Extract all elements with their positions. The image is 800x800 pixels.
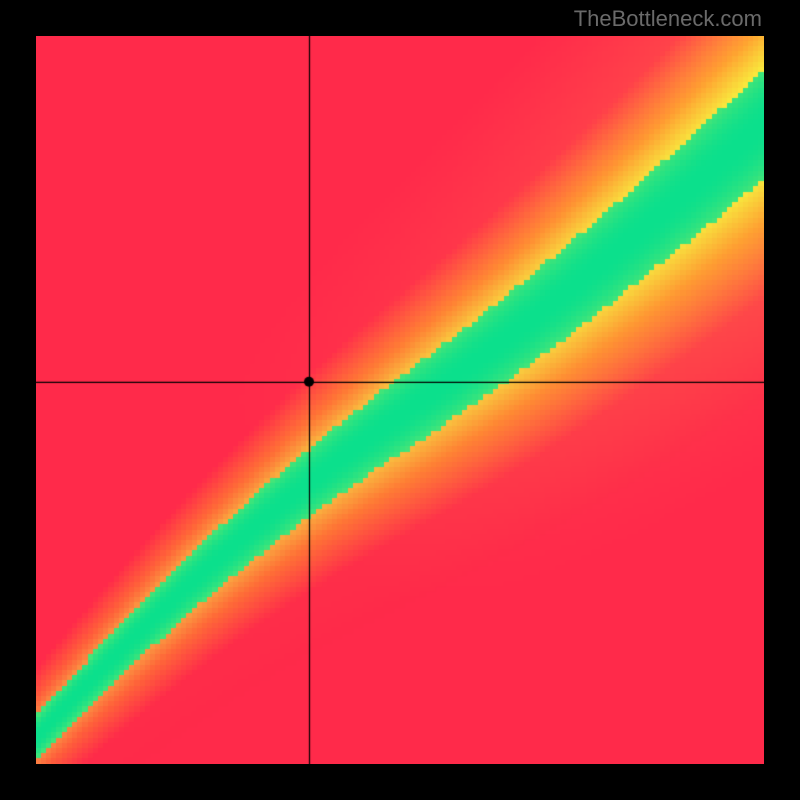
heatmap-canvas (36, 36, 764, 764)
watermark-text: TheBottleneck.com (574, 6, 762, 32)
heatmap-plot (36, 36, 764, 764)
chart-container: TheBottleneck.com (0, 0, 800, 800)
